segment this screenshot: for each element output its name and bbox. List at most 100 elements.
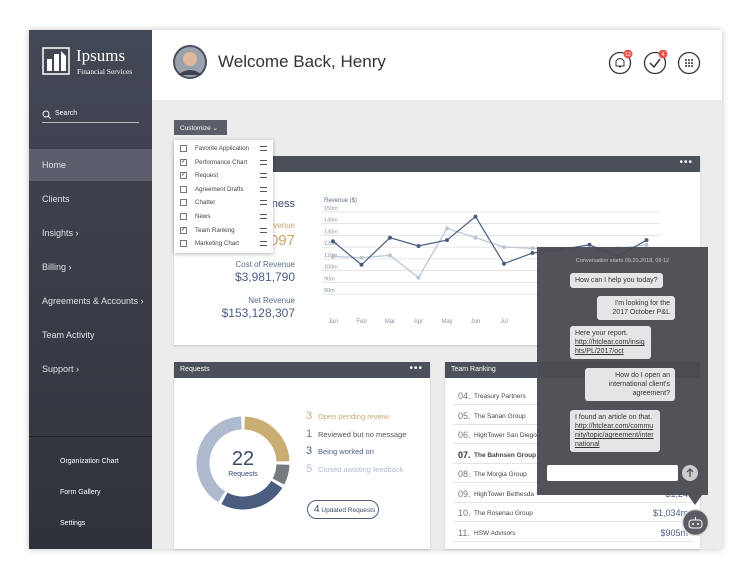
donut-segment — [272, 463, 290, 485]
updated-button[interactable]: 4 Updated Requests — [307, 500, 379, 519]
card-header: ••• — [174, 156, 700, 172]
logo-name: Ipsums — [76, 46, 126, 65]
value: $1,034m — [652, 508, 688, 518]
chat-button[interactable] — [681, 508, 710, 537]
rank: 06. — [458, 430, 471, 440]
legend-label: Reviewed but no message — [318, 429, 407, 439]
option-label: News — [195, 213, 211, 220]
nav-item[interactable]: Billing › — [42, 262, 72, 272]
nav-item[interactable]: Form Gallery — [60, 489, 101, 496]
checkbox[interactable]: ✓ — [180, 226, 187, 234]
nav-item[interactable]: Agreements & Accounts › — [42, 296, 144, 306]
chat-bubble: How do I open an international client's … — [585, 368, 675, 401]
option-label: Favorite Application — [195, 145, 249, 152]
checkbox[interactable] — [180, 199, 187, 207]
rank: 11. — [458, 527, 470, 538]
nav-item[interactable]: Organization Chart — [60, 458, 119, 465]
customize-button[interactable]: Customize ⌄ — [174, 120, 227, 135]
nav-item[interactable]: Settings — [60, 520, 86, 527]
header: Welcome Back, Henry 12 4 — [152, 30, 722, 100]
nav-active — [29, 149, 152, 181]
option-label: Team Ranking — [195, 226, 235, 234]
name: HighTower San Diego — [474, 432, 537, 439]
option-label: Request — [195, 172, 219, 180]
chat-bubble: I'm looking for the 2017 October P&L — [597, 296, 675, 320]
total: 22 — [232, 448, 254, 470]
divider — [29, 436, 152, 437]
menu[interactable]: ••• — [679, 157, 693, 168]
option-label: Agreement Drafts — [195, 185, 244, 193]
logo-icon — [42, 47, 70, 75]
chat-input[interactable] — [547, 465, 678, 481]
name: HighTower Bethesda — [474, 490, 534, 498]
fragment: venue — [273, 221, 295, 230]
label: Updated Requests — [321, 507, 376, 514]
option-label: Performance Chart — [195, 158, 248, 166]
legend-count: 3 — [306, 445, 313, 457]
search-icon — [42, 110, 51, 119]
card-title: Requests — [180, 366, 210, 373]
fragment: 097 — [269, 232, 295, 249]
name: HSW Advisors — [474, 529, 516, 537]
send[interactable] — [681, 464, 699, 482]
nav-item[interactable]: Insights › — [42, 228, 79, 238]
nav-item[interactable]: Home — [42, 160, 67, 170]
search[interactable]: Search — [55, 110, 78, 117]
message: I'm looking for the 2017 October P&L — [612, 300, 670, 316]
rank: 05. — [458, 410, 471, 421]
message: I found an article on that. — [575, 414, 653, 421]
metric-label: Cost of Revenue — [235, 260, 295, 269]
row-line — [453, 521, 693, 522]
message: Here your report. — [575, 330, 628, 337]
drag-handle — [260, 159, 267, 165]
drag-handle — [260, 200, 267, 206]
checkbox[interactable]: ✓ — [180, 172, 187, 180]
drag-handle — [260, 227, 267, 233]
logo-tagline: Financial Services — [77, 67, 133, 76]
chat-start: Conversation starts 09.20.2018, 09:12 — [575, 258, 670, 264]
rank: 07. — [458, 449, 471, 460]
drag-handle — [260, 146, 267, 151]
apps[interactable] — [677, 51, 701, 75]
header-icons: 12 4 — [608, 50, 701, 75]
message: How can I help you today? — [575, 277, 658, 284]
rank: 08. — [458, 469, 471, 479]
drag-handle — [260, 173, 267, 179]
checkbox[interactable] — [180, 185, 187, 193]
badge: 12 — [625, 52, 631, 58]
metric-label: Net Revenue — [248, 296, 295, 305]
nav-item[interactable]: Team Activity — [42, 330, 95, 340]
bell[interactable] — [608, 51, 632, 75]
card-header: Requests ••• — [174, 362, 430, 378]
legend-label: Closed awaiting feedback — [318, 464, 404, 474]
menu[interactable]: ••• — [409, 363, 423, 374]
checkbox[interactable] — [180, 213, 187, 220]
fragment: ness — [271, 198, 295, 210]
name: Treasury Partners — [474, 393, 526, 400]
checkbox[interactable]: ✓ — [180, 158, 187, 166]
row-line — [453, 501, 693, 503]
chat-bubble: Here your report. http://htclear.com/insi… — [570, 326, 651, 359]
link[interactable]: http://htclear.com/community/topic/agree… — [575, 423, 654, 448]
nav-item[interactable]: Clients — [42, 194, 70, 204]
badge: 4 — [662, 52, 665, 58]
drag-handle — [260, 186, 267, 192]
checkbox[interactable] — [180, 145, 187, 152]
donut-segment — [243, 416, 290, 463]
link[interactable]: http://htclear.com/insights/PL/2017/oct — [575, 339, 645, 355]
rank: 09. — [458, 488, 471, 499]
count: 4 — [314, 504, 320, 515]
donut-segment — [221, 480, 283, 510]
rank: 10. — [458, 508, 471, 518]
nav-item[interactable]: Support › — [42, 364, 80, 374]
tasks[interactable] — [643, 51, 667, 75]
sidebar: Ipsums Financial Services Search Home Cli… — [29, 30, 152, 549]
chat-bubble: I found an article on that. http://htclea… — [570, 410, 660, 452]
avatar[interactable] — [173, 45, 207, 79]
chat-bubble: How can I help you today? — [570, 273, 663, 288]
legend-count: 3 — [306, 410, 313, 422]
checkbox[interactable] — [180, 240, 187, 248]
legend-label: Being worked on — [318, 447, 374, 456]
search-line — [42, 122, 139, 123]
